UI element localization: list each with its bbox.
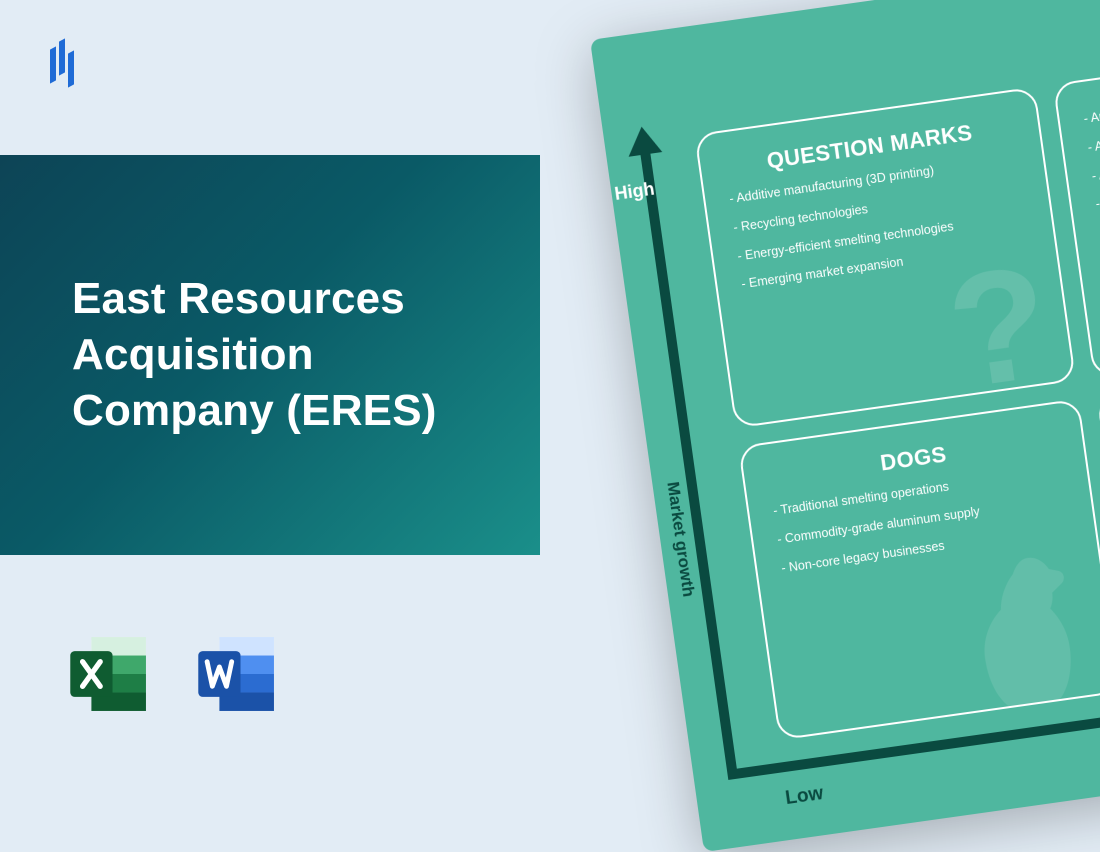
title-panel: East Resources Acquisition Company (ERES… xyxy=(0,155,540,555)
excel-icon xyxy=(65,630,153,718)
axis-low-label: Low xyxy=(784,783,825,810)
app-icons-row xyxy=(65,630,281,718)
word-icon xyxy=(193,630,281,718)
list-item: Automotive xyxy=(1083,69,1100,128)
quad-question-marks: ? QUESTION MARKS Additive manufacturing … xyxy=(694,87,1076,429)
quad-dogs: DOGS Traditional smelting operations Com… xyxy=(738,398,1100,740)
dog-icon xyxy=(945,532,1100,720)
page-title: East Resources Acquisition Company (ERES… xyxy=(72,271,510,440)
question-mark-icon: ? xyxy=(940,241,1059,413)
quad-list: Automotive Aerospace Advanced Proprietar… xyxy=(1083,69,1100,214)
bcg-matrix-card: BCG Analysis High Market growth Low Mark… xyxy=(590,0,1100,852)
quad-grid: ? QUESTION MARKS Additive manufacturing … xyxy=(694,36,1100,740)
